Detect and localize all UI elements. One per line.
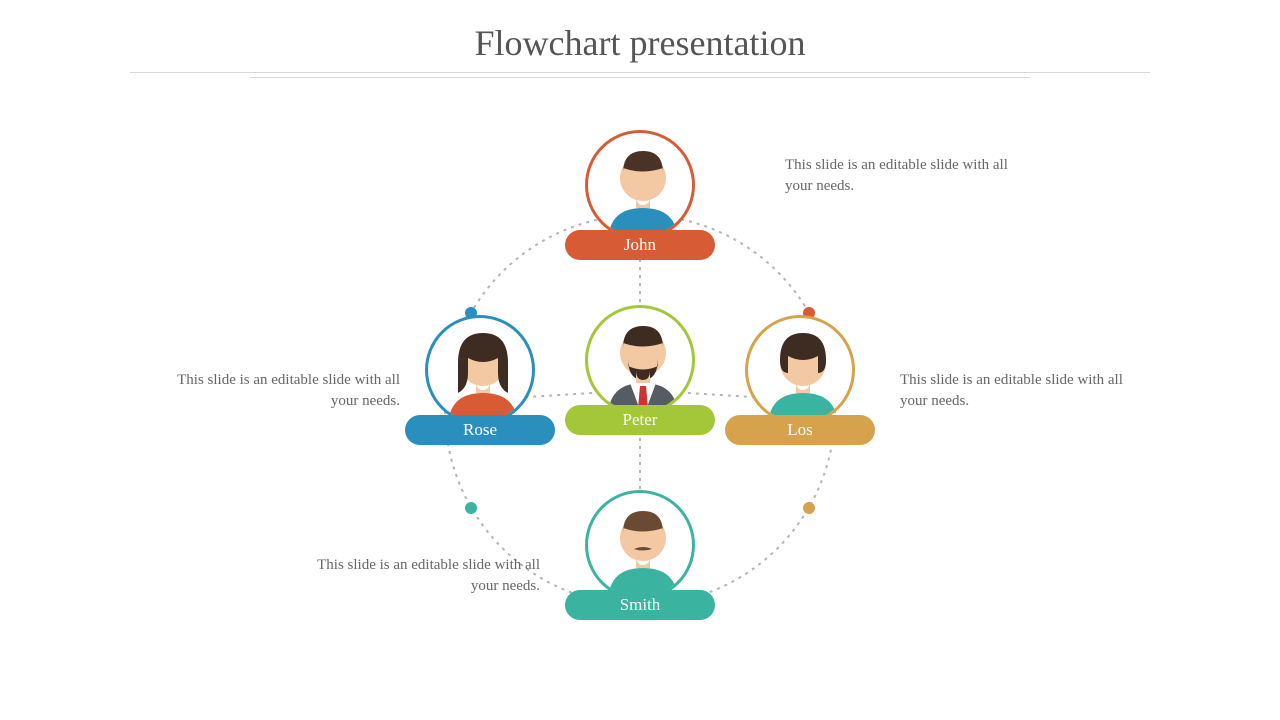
ring-dot-bottom xyxy=(465,502,477,514)
caption-top: This slide is an editable slide with all… xyxy=(785,155,1035,197)
flowchart-diagram: Peter John This slide is an editable slid… xyxy=(0,0,1280,720)
caption-bottom: This slide is an editable slide with all… xyxy=(290,555,540,597)
caption-right: This slide is an editable slide with all… xyxy=(900,370,1150,412)
name-pill-bottom: Smith xyxy=(565,590,715,620)
name-pill-left: Rose xyxy=(405,415,555,445)
avatar-center xyxy=(585,305,695,415)
name-pill-top: John xyxy=(565,230,715,260)
avatar-top xyxy=(585,130,695,240)
name-pill-center: Peter xyxy=(565,405,715,435)
slide: Flowchart presentation Peter JohnThis sl… xyxy=(0,0,1280,720)
name-pill-right: Los xyxy=(725,415,875,445)
avatar-bottom xyxy=(585,490,695,600)
avatar-left xyxy=(425,315,535,425)
ring-dot-right xyxy=(803,502,815,514)
avatar-right xyxy=(745,315,855,425)
caption-left: This slide is an editable slide with all… xyxy=(150,370,400,412)
